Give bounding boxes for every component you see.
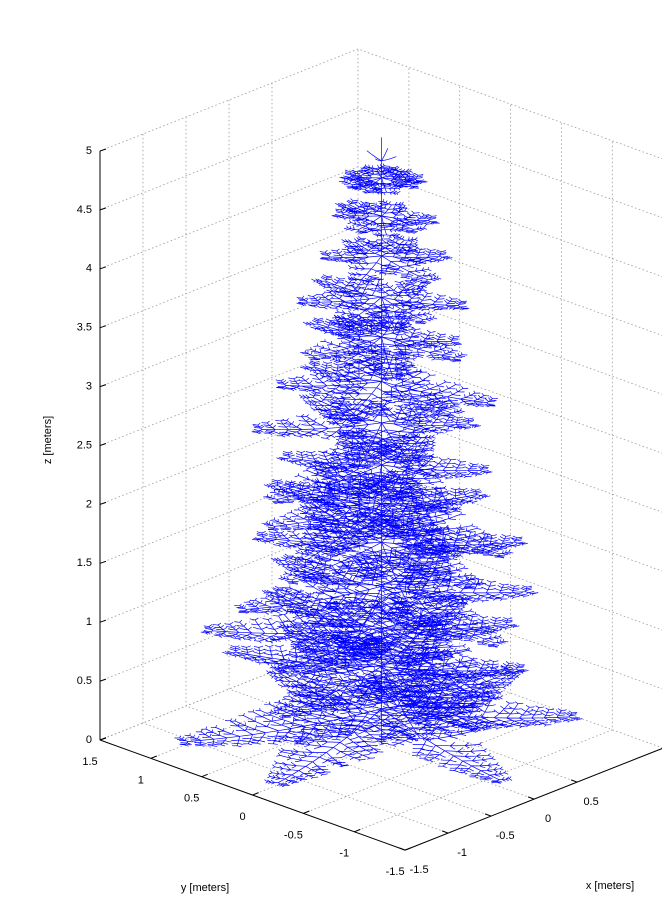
z-tick (100, 679, 106, 681)
grid-line (100, 49, 662, 159)
tree-branches (339, 164, 428, 195)
z-tick (100, 149, 106, 151)
z-axis-label: z [meters] (42, 416, 54, 464)
y-tick (354, 829, 360, 831)
z-tick-label: 1 (86, 616, 92, 628)
y-tick-label: -0.5 (284, 829, 303, 841)
grid-line (186, 117, 491, 816)
y-tick (151, 756, 157, 758)
z-tick (100, 208, 106, 210)
tree-branches (252, 391, 481, 469)
x-tick (399, 848, 405, 850)
z-tick-label: 1.5 (77, 557, 92, 569)
z-tick (100, 620, 106, 622)
x-tick (485, 814, 491, 816)
tree-branches (332, 199, 440, 238)
z-tick (100, 561, 106, 563)
tree (175, 137, 583, 786)
z-tick-label: 2.5 (77, 439, 92, 451)
z-tick (100, 267, 106, 269)
z-tick (100, 502, 106, 504)
z-tick-label: 0 (86, 734, 92, 746)
z-tick-label: 4.5 (77, 204, 92, 216)
z-tick (100, 326, 106, 328)
tree-branches (320, 234, 453, 284)
z-tick (100, 385, 106, 387)
x-tick-label: -0.5 (496, 830, 515, 842)
x-tick (571, 780, 577, 782)
y-tick-label: 1 (138, 774, 144, 786)
x-tick (442, 831, 448, 833)
z-tick-label: 3.5 (77, 322, 92, 334)
z-tick-label: 5 (86, 145, 92, 157)
y-tick (405, 848, 411, 850)
x-axis-label: x [meters] (586, 880, 634, 892)
y-tick-label: 0 (239, 811, 245, 823)
x-tick-label: 0.5 (583, 796, 598, 808)
chart: z [meters] y [meters] x [meters] 0 0.5 1 1.… (0, 0, 662, 908)
x-tick-label: -1.5 (410, 864, 429, 876)
x-tick-label: 0 (545, 813, 551, 825)
page: z [meters] y [meters] x [meters] 0 0.5 1 1.… (0, 0, 662, 908)
y-axis-label: y [meters] (181, 882, 229, 894)
z-tick-label: 2 (86, 498, 92, 510)
tree-branches (252, 496, 528, 605)
y-tick (253, 793, 259, 795)
z-tick-label: 4 (86, 263, 92, 275)
y-tick-label: 0.5 (184, 793, 199, 805)
z-tick-label: 3 (86, 381, 92, 393)
x-tick-label: -1 (457, 847, 467, 859)
z-tick (100, 444, 106, 446)
y-tick-label: 1.5 (82, 756, 97, 768)
y-tick (202, 774, 208, 776)
z-tick-label: 0.5 (77, 675, 92, 687)
x-tick (528, 797, 534, 799)
grid-line (100, 226, 662, 336)
y-tick (303, 811, 309, 813)
y-tick-label: -1 (339, 848, 349, 860)
y-tick-label: -1.5 (386, 866, 405, 878)
